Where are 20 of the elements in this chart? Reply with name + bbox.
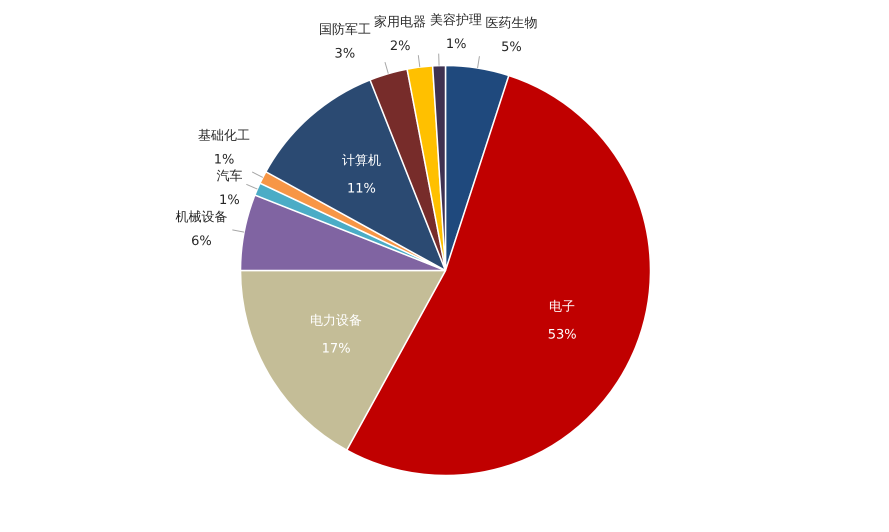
data-label: 1% xyxy=(446,37,466,52)
data-label: 3% xyxy=(334,46,356,62)
data-label: 2% xyxy=(390,38,410,54)
data-label: 11% xyxy=(347,182,376,197)
slice-label: 机械设备 xyxy=(175,210,228,226)
slice-label: 电子 xyxy=(549,299,576,314)
slice-label: 医药生物 xyxy=(485,16,538,31)
data-label: 1% xyxy=(219,193,240,208)
slice-label: 美容护理 xyxy=(430,12,482,28)
data-label: 53% xyxy=(548,327,577,342)
data-label: 1% xyxy=(214,152,234,168)
data-label: 6% xyxy=(191,234,212,250)
data-label: 17% xyxy=(322,342,351,357)
data-label: 5% xyxy=(501,40,522,55)
slice-label: 计算机 xyxy=(342,154,381,169)
slice-label: 电力设备 xyxy=(310,314,362,329)
slice-label: 基础化工 xyxy=(198,128,250,144)
slice-label: 国防军工 xyxy=(318,22,371,38)
slice-label: 家用电器 xyxy=(374,14,426,30)
slice-label: 汽车 xyxy=(216,169,242,184)
